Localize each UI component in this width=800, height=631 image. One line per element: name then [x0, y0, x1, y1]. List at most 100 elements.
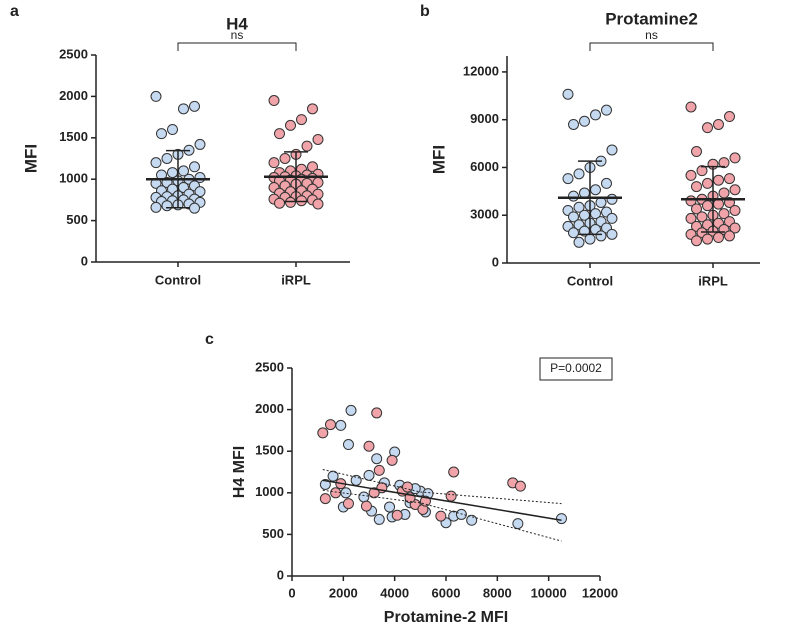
data-point: [360, 500, 372, 512]
data-point: [713, 174, 724, 186]
data-point: [729, 204, 741, 216]
data-point: [268, 157, 280, 169]
data-point: [702, 233, 713, 245]
data-point: [279, 153, 291, 164]
data-point: [342, 439, 354, 451]
data-point: [606, 193, 618, 205]
data-point: [512, 518, 524, 530]
y-tick-label: 9000: [470, 111, 499, 126]
data-point: [590, 109, 601, 121]
y-tick-label: 3000: [470, 207, 499, 222]
data-point: [312, 198, 324, 210]
data-point: [285, 119, 296, 131]
data-point: [595, 230, 607, 242]
data-point: [161, 153, 173, 164]
panel-label: c: [205, 331, 214, 348]
data-point: [579, 187, 590, 199]
x-tick-label: Control: [155, 272, 201, 287]
data-point: [312, 133, 324, 145]
data-point: [718, 157, 730, 169]
data-point: [317, 427, 329, 439]
data-point: [568, 118, 579, 130]
y-axis-label: H4 MFI: [231, 446, 248, 498]
x-tick-label: Control: [567, 273, 613, 288]
data-point: [573, 201, 585, 213]
x-axis-label: Protamine-2 MFI: [384, 609, 508, 626]
data-point: [514, 480, 526, 492]
data-point: [590, 184, 601, 196]
data-point: [691, 181, 702, 193]
x-tick-label: 10000: [531, 585, 567, 600]
data-point: [584, 233, 596, 245]
data-point: [296, 114, 307, 126]
data-point: [729, 184, 741, 196]
x-tick-label: 6000: [432, 585, 461, 600]
data-point: [384, 501, 396, 513]
data-point: [178, 103, 189, 115]
data-point: [606, 212, 618, 224]
data-point: [466, 514, 478, 526]
y-tick-label: 2500: [255, 359, 284, 374]
data-point: [319, 493, 331, 505]
data-point: [718, 187, 730, 199]
data-point: [342, 498, 354, 510]
data-point: [702, 177, 713, 189]
significance-label: ns: [231, 28, 244, 42]
data-point: [448, 466, 460, 478]
x-tick-label: 4000: [380, 585, 409, 600]
data-point: [274, 128, 285, 140]
y-tick-label: 1500: [255, 443, 284, 458]
data-point: [562, 88, 574, 100]
data-point: [373, 464, 385, 476]
data-point: [606, 228, 618, 240]
data-point: [150, 201, 162, 213]
x-tick-label: iRPL: [281, 272, 311, 287]
x-tick-label: iRPL: [698, 273, 728, 288]
data-point: [606, 144, 618, 156]
data-point: [301, 140, 313, 152]
data-point: [573, 168, 585, 180]
x-tick-label: 12000: [582, 585, 618, 600]
data-point: [371, 407, 383, 419]
data-point: [358, 491, 370, 503]
x-tick-label: 0: [288, 585, 295, 600]
data-point: [691, 235, 702, 247]
x-tick-label: 2000: [329, 585, 358, 600]
annotation-box: [539, 357, 613, 381]
y-tick-label: 2500: [59, 46, 88, 61]
data-point: [194, 138, 206, 150]
data-point: [161, 200, 173, 212]
data-point: [327, 470, 339, 482]
significance-bracket: [177, 42, 297, 51]
data-point: [194, 186, 206, 198]
panel-label: b: [420, 3, 430, 20]
x-tick-label: 8000: [483, 585, 512, 600]
data-point: [371, 453, 383, 465]
data-point: [167, 124, 178, 136]
y-tick-label: 0: [277, 567, 284, 582]
data-point: [402, 481, 413, 493]
data-point: [724, 111, 735, 123]
data-point: [568, 190, 579, 202]
data-point: [579, 115, 590, 127]
data-point: [268, 95, 280, 107]
y-tick-label: 6000: [470, 159, 499, 174]
data-point: [729, 152, 741, 164]
data-point: [568, 227, 579, 239]
data-point: [368, 487, 380, 499]
y-tick-label: 1500: [59, 129, 88, 144]
data-point: [274, 197, 285, 209]
significance-label: ns: [645, 28, 658, 42]
chart-title: Protamine2: [605, 9, 698, 28]
data-point: [386, 454, 398, 466]
data-point: [445, 490, 457, 502]
data-point: [189, 100, 200, 112]
data-point: [335, 419, 347, 431]
data-point: [285, 196, 296, 208]
data-point: [696, 165, 708, 177]
data-point: [696, 211, 708, 223]
y-axis-label: MFI: [21, 144, 40, 173]
y-tick-label: 500: [262, 526, 284, 541]
data-point: [330, 487, 342, 499]
